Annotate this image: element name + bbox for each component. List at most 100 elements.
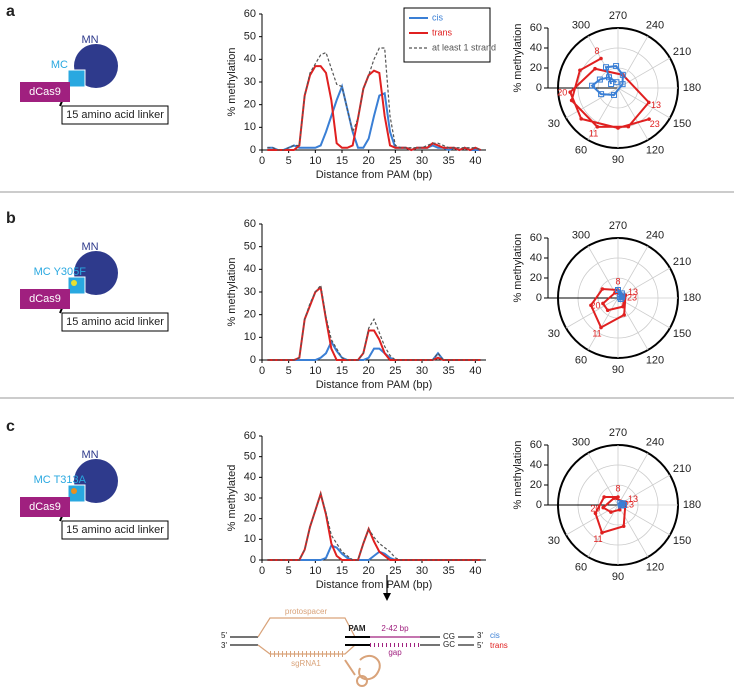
polar-point <box>598 91 605 98</box>
x-tick-label: 20 <box>363 565 375 577</box>
polar-point <box>619 71 626 78</box>
x-tick-label: 30 <box>416 155 428 167</box>
angle-label: 240 <box>646 20 664 32</box>
linker-box <box>61 105 169 125</box>
spoke <box>617 87 649 141</box>
angle-label: 120 <box>646 561 664 573</box>
polar-point <box>579 117 584 121</box>
x-tick-label: 25 <box>389 565 401 577</box>
x-tick-label: 0 <box>259 565 265 577</box>
series-line <box>267 65 482 152</box>
x-axis-label: Distance from PAM (bp) <box>316 379 433 391</box>
angle-label: 180 <box>683 82 701 94</box>
x-tick-label: 40 <box>469 565 481 577</box>
pam-label: PAM <box>348 624 366 633</box>
spoke <box>587 504 619 558</box>
series-line <box>267 47 481 151</box>
linker-box <box>61 312 169 332</box>
polar-point <box>621 304 625 309</box>
polar-point <box>615 287 621 293</box>
y-tick-label: 30 <box>244 76 256 88</box>
panel-label: c <box>6 418 15 435</box>
y-tick-label: 20 <box>244 309 256 321</box>
polar-point <box>589 82 596 89</box>
polar-point <box>616 126 620 130</box>
point-label: 11 <box>593 534 602 544</box>
dcas9 <box>20 289 70 309</box>
point-label: 23 <box>650 119 660 129</box>
spoke <box>617 297 671 329</box>
spoke <box>617 267 671 299</box>
angle-label: 90 <box>612 154 624 166</box>
polar-line <box>568 57 651 130</box>
panel-label: a <box>6 3 15 20</box>
dcas9 <box>20 82 70 102</box>
point-label: 23 <box>627 292 637 302</box>
polar-point <box>617 507 622 512</box>
r-tick-label: 40 <box>530 42 542 54</box>
x-axis-label: Distance from PAM (bp) <box>316 579 433 591</box>
polar-point <box>605 308 610 313</box>
r-axis-label: % methylation <box>512 440 524 509</box>
y-tick-label: 60 <box>244 430 256 442</box>
spoke <box>617 245 649 299</box>
angle-label: 210 <box>673 46 691 58</box>
sgrna-loop <box>356 675 368 687</box>
y-tick-label: 20 <box>244 513 256 525</box>
y-tick-label: 0 <box>250 144 256 156</box>
point-label: 20 <box>590 301 600 311</box>
polar-point <box>626 124 631 129</box>
point-label: 20 <box>590 503 600 513</box>
angle-label: 120 <box>646 144 664 156</box>
angle-label: 150 <box>673 328 691 340</box>
panel-label: b <box>6 210 16 227</box>
series-line <box>267 283 481 361</box>
gap-label: gap <box>388 648 402 657</box>
angle-label: 120 <box>646 354 664 366</box>
y-tick-label: 10 <box>244 533 256 545</box>
polar-point <box>568 90 572 94</box>
mc-domain <box>67 484 86 503</box>
gc-label: GC <box>443 640 455 649</box>
polar-point <box>617 502 624 509</box>
dcas9 <box>20 497 70 517</box>
y-tick-label: 40 <box>244 53 256 65</box>
linker-label: 15 amino acid linker <box>66 109 164 121</box>
angle-label: 30 <box>548 328 560 340</box>
angle-label: 300 <box>572 20 590 32</box>
polar-point <box>613 63 620 70</box>
series-line <box>267 491 481 561</box>
polar-point <box>593 511 598 516</box>
polar-point <box>600 530 604 535</box>
polar-point <box>612 496 616 500</box>
r-tick-label: 20 <box>530 479 542 491</box>
mc-domain <box>67 276 86 295</box>
y-tick-label: 30 <box>244 492 256 504</box>
angle-label: 30 <box>548 535 560 547</box>
mutation-dot <box>71 488 77 494</box>
end-label: 3' <box>477 631 483 640</box>
x-tick-label: 25 <box>389 365 401 377</box>
polar-point <box>601 505 606 510</box>
polar-point <box>647 100 651 105</box>
x-tick-label: 5 <box>286 155 292 167</box>
angle-label: 270 <box>609 10 627 22</box>
polar-point <box>595 125 600 129</box>
spoke <box>587 297 619 351</box>
polar-point <box>606 74 613 81</box>
r-tick-label: 0 <box>536 499 542 511</box>
y-tick-label: 60 <box>244 8 256 20</box>
linker-box <box>61 520 169 540</box>
y-tick-label: 0 <box>250 354 256 366</box>
point-label: 20 <box>557 87 567 97</box>
mn-label: MN <box>81 34 98 46</box>
x-tick-label: 15 <box>336 565 348 577</box>
spoke <box>587 87 619 141</box>
x-tick-label: 30 <box>416 565 428 577</box>
y-tick-label: 20 <box>244 99 256 111</box>
linker-label: 15 amino acid linker <box>66 524 164 536</box>
y-axis-label: % methylation <box>226 257 238 326</box>
legend-label: trans <box>432 27 453 37</box>
